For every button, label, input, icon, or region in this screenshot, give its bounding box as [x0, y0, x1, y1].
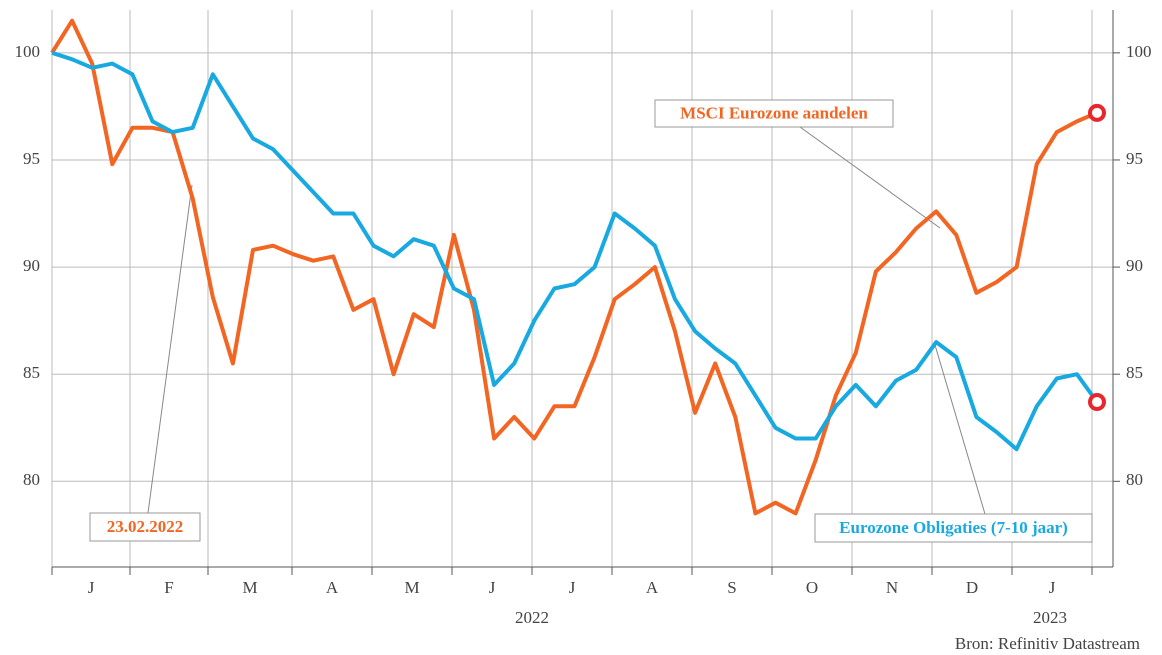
x-tick-label: A [326, 578, 339, 597]
y2-tick-label: 90 [1126, 256, 1143, 275]
x-tick-label: N [886, 578, 898, 597]
legend-label: Eurozone Obligaties (7-10 jaar) [839, 518, 1068, 537]
x-tick-label: A [646, 578, 659, 597]
x-tick-label: O [806, 578, 818, 597]
legend-label-box [814, 513, 1093, 543]
x-tick-label: M [242, 578, 257, 597]
y2-tick-label: 85 [1126, 363, 1143, 382]
end-marker [1088, 393, 1106, 412]
x-tick-label: J [569, 578, 576, 597]
leader [934, 344, 986, 515]
y-tick-label: 85 [23, 363, 40, 382]
leader [799, 126, 941, 229]
y-tick-label: 80 [23, 470, 40, 489]
y-tick-label: 100 [15, 42, 41, 61]
x-tick-label: F [164, 578, 173, 597]
series-line [51, 50, 1099, 452]
y2-tick-label: 95 [1126, 149, 1143, 168]
annotation-box [89, 512, 201, 542]
legend-label: MSCI Eurozone aandelen [680, 103, 868, 122]
x-tick-label: M [404, 578, 419, 597]
year-label: 2023 [1033, 608, 1067, 627]
leader [147, 184, 193, 514]
end-marker [1088, 103, 1106, 122]
annotation: 23.02.2022 [107, 517, 184, 536]
x-tick-label: S [727, 578, 736, 597]
y-tick-label: 95 [23, 149, 40, 168]
legend-label-box [654, 99, 894, 128]
y-tick-label: 90 [23, 256, 40, 275]
y2-tick-label: 80 [1126, 470, 1143, 489]
y2-tick-label: 100 [1126, 42, 1152, 61]
year-label: 2022 [515, 608, 549, 627]
series-line [50, 18, 1098, 516]
x-tick-label: J [88, 578, 95, 597]
x-tick-label: D [966, 578, 978, 597]
x-tick-label: J [489, 578, 496, 597]
source: Bron: Refinitiv Datastream [955, 634, 1140, 653]
x-tick-label: J [1049, 578, 1056, 597]
